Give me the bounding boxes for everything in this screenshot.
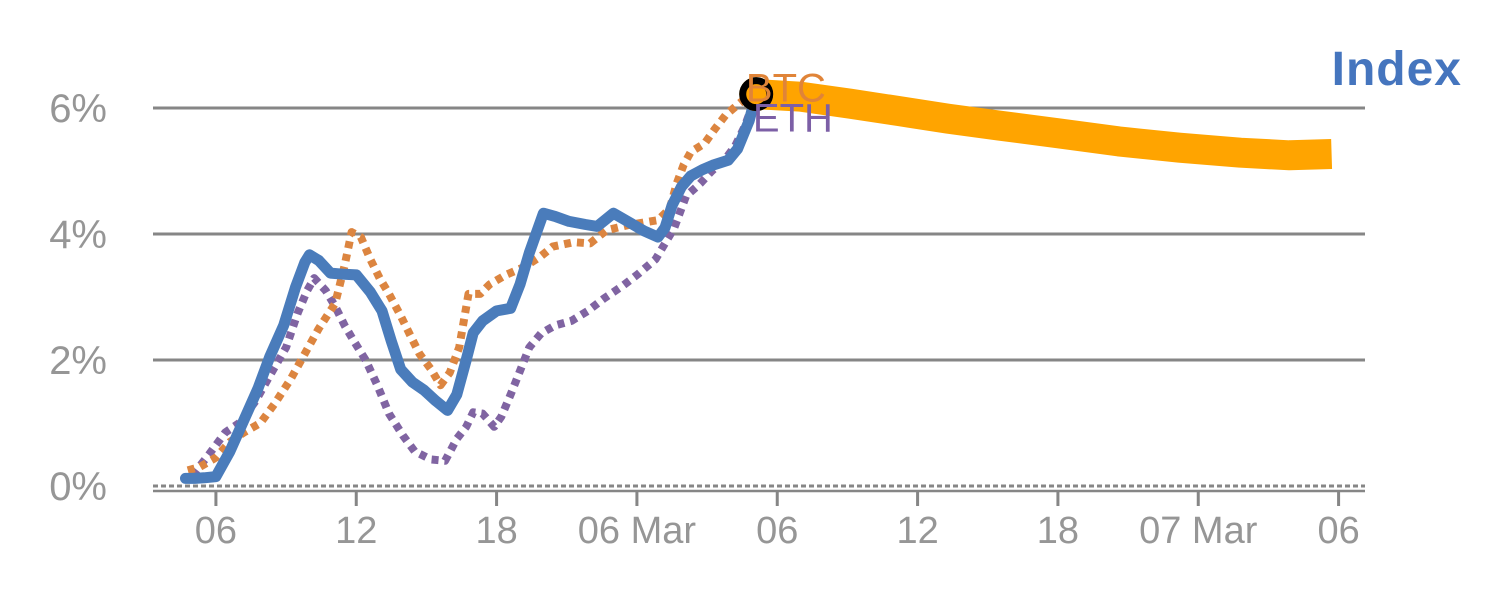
series-btc-line (186, 88, 758, 475)
x-tick-label: 06 Mar (578, 510, 697, 552)
series-index-forecast-line (755, 79, 1333, 171)
x-tick-label: 18 (475, 510, 517, 552)
y-tick-label: 0% (49, 465, 107, 509)
x-tick-label: 06 (1317, 510, 1359, 552)
index-series-label: Index (1331, 43, 1462, 96)
x-tick-label: 12 (335, 510, 377, 552)
series-eth-line (189, 100, 758, 478)
x-tick-label: 07 Mar (1139, 510, 1258, 552)
x-tick-label: 06 (195, 510, 237, 552)
x-tick-label: 18 (1037, 510, 1079, 552)
series-index-line (180, 88, 762, 484)
series-label-btc: BTC (746, 67, 826, 111)
y-tick-label: 2% (49, 339, 107, 383)
x-tick-label: 12 (896, 510, 938, 552)
series-label-eth: ETH (753, 96, 833, 140)
marker-ring-icon (739, 77, 774, 112)
y-tick-label: 6% (49, 87, 107, 131)
x-tick-label: 06 (756, 510, 798, 552)
y-tick-label: 4% (49, 213, 107, 257)
